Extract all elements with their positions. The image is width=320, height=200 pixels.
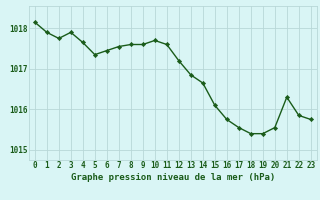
X-axis label: Graphe pression niveau de la mer (hPa): Graphe pression niveau de la mer (hPa)	[71, 173, 275, 182]
